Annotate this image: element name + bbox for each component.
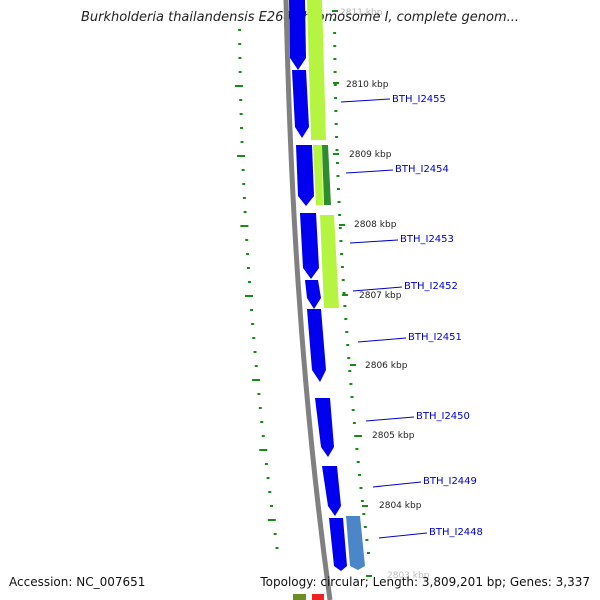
accession-label: Accession: NC_007651 xyxy=(9,575,146,589)
cds-arrow xyxy=(296,145,314,206)
gene-label-line xyxy=(340,98,391,103)
gene-label[interactable]: BTH_I2448 xyxy=(429,527,483,538)
gene-label-line xyxy=(372,481,422,488)
feature-block xyxy=(293,594,306,600)
gene-label-line xyxy=(378,532,428,539)
feature-block xyxy=(307,0,326,140)
gene-label[interactable]: BTH_I2453 xyxy=(400,234,454,245)
gene-label-line xyxy=(357,337,407,343)
feature-track xyxy=(293,0,339,600)
cds-arrow xyxy=(300,213,319,279)
scale-label: 2807 kbp xyxy=(359,291,402,301)
scale-label: 2809 kbp xyxy=(349,150,392,160)
cds-track xyxy=(289,0,365,571)
gene-label-line xyxy=(365,416,415,422)
scale-ticks: 2811 kbp 2810 kbp 2809 kbp 2808 kbp 2807… xyxy=(332,8,430,581)
gene-labels: BTH_I2455 BTH_I2454 BTH_I2453 BTH_I2452 … xyxy=(340,94,483,539)
gene-label-line xyxy=(345,169,394,174)
gene-label[interactable]: BTH_I2454 xyxy=(395,164,449,175)
scale-label: 2803 kbp xyxy=(387,571,430,581)
scale-label: 2808 kbp xyxy=(354,220,397,230)
gene-label[interactable]: BTH_I2452 xyxy=(404,281,458,292)
feature-block xyxy=(322,145,331,205)
feature-block xyxy=(320,215,339,308)
scale-label: 2811 kbp xyxy=(340,8,383,18)
cds-arrow xyxy=(315,398,334,457)
feature-block xyxy=(312,594,324,600)
scale-label: 2805 kbp xyxy=(372,431,415,441)
scale-label: 2810 kbp xyxy=(346,80,389,90)
gene-label-line xyxy=(349,239,399,244)
gene-label[interactable]: BTH_I2455 xyxy=(392,94,446,105)
cds-arrow xyxy=(307,309,326,382)
cds-arrow xyxy=(292,70,309,138)
cds-arrow-highlight xyxy=(346,516,365,570)
scale-label: 2806 kbp xyxy=(365,361,408,371)
gene-label[interactable]: BTH_I2449 xyxy=(423,476,477,487)
cds-arrow xyxy=(329,518,347,571)
cds-arrow xyxy=(322,466,341,516)
gene-label[interactable]: BTH_I2451 xyxy=(408,332,462,343)
feature-block xyxy=(313,145,323,205)
topology-label: Topology: circular; Length: 3,809,201 bp… xyxy=(260,575,590,589)
cds-arrow xyxy=(289,0,306,70)
scale-label: 2804 kbp xyxy=(379,501,422,511)
chromosome-backbone xyxy=(283,0,333,600)
gene-label-line xyxy=(352,286,403,292)
gc-content-track xyxy=(234,19,370,554)
gene-label[interactable]: BTH_I2450 xyxy=(416,411,470,422)
cds-arrow xyxy=(305,280,321,309)
